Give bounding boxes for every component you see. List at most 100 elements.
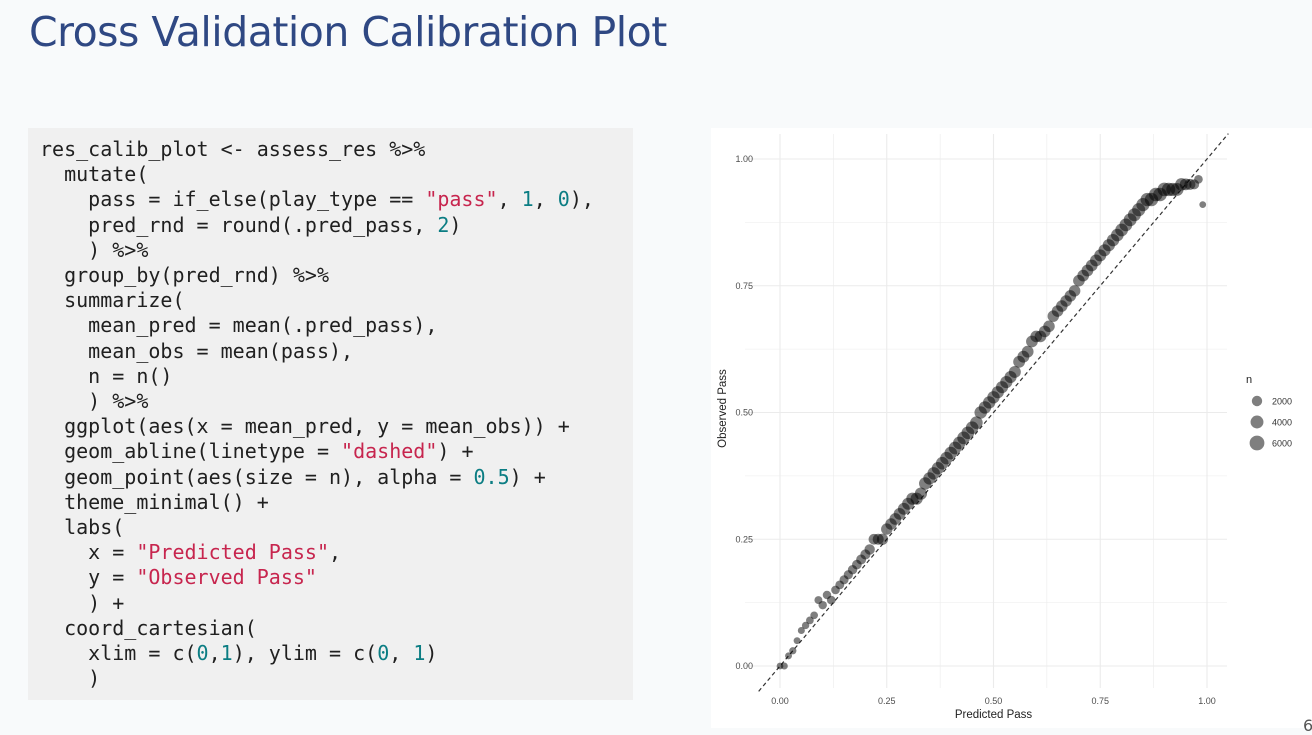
code-token: geom_abline(linetype = [40, 439, 342, 464]
code-token: ggplot(aes(x = mean_pred, y = mean_obs))… [40, 414, 570, 439]
y-tick-label: 0.75 [735, 281, 753, 291]
code-string: "Predicted Pass" [136, 540, 329, 565]
code-token: , [497, 187, 522, 212]
data-point [780, 662, 788, 670]
code-token: y = [40, 565, 137, 590]
legend-title: n [1246, 374, 1252, 386]
code-token: res_calib_plot <- assess_res %>% [40, 137, 426, 161]
code-token: pred_rnd = round(.pred_pass, [40, 212, 438, 237]
code-number: 1 [521, 187, 534, 212]
code-token: pass = if_else(play_type == [40, 187, 426, 212]
code-line: labs( [40, 515, 124, 539]
code-line: mean_pred = mean(.pred_pass), [40, 313, 437, 337]
grid-lines [745, 134, 1227, 688]
reference-line [758, 133, 1229, 692]
legend-key [1249, 435, 1265, 451]
code-token: ), ylim = c( [232, 641, 378, 666]
code-line: x = "Predicted Pass", [40, 540, 341, 564]
code-number: 0.5 [473, 464, 510, 489]
code-line: ) + [40, 591, 124, 615]
code-line: mutate( [40, 162, 148, 186]
code-number: 2 [437, 212, 450, 237]
slide-title: Cross Validation Calibration Plot [29, 8, 667, 56]
calibration-plot: 0.00 0.25 0.50 0.75 1.00 0.00 0.25 0.50 0.75 1.00… [711, 128, 1312, 728]
y-axis-title: Observed Pass [717, 369, 729, 448]
code-token: xlim = c( [40, 641, 197, 666]
page-number: 6 [1303, 716, 1312, 735]
code-string: "pass" [425, 187, 498, 212]
code-token: ) [425, 641, 438, 666]
data-point [1068, 285, 1081, 297]
code-line: ) %>% [40, 238, 148, 262]
x-tick-label: 0.50 [985, 696, 1003, 706]
data-point [806, 616, 814, 625]
legend-key [1251, 395, 1263, 407]
legend-label: 6000 [1272, 439, 1292, 449]
code-line: ) %>% [40, 389, 148, 413]
code-line: geom_point(aes(size = n), alpha = 0.5) + [40, 465, 546, 489]
code-token: ) [40, 666, 101, 691]
code-line: mean_obs = mean(pass), [40, 339, 353, 363]
y-tick-label: 1.00 [735, 154, 753, 164]
x-axis-title: Predicted Pass [955, 709, 1033, 721]
code-line: pass = if_else(play_type == "pass", 1, 0… [40, 187, 594, 211]
code-line: geom_abline(linetype = "dashed") + [40, 439, 473, 463]
code-token: ) %>% [40, 389, 149, 414]
data-point [818, 600, 827, 610]
code-token: theme_minimal() + [40, 489, 269, 514]
data-point [789, 647, 797, 655]
code-token: mean_pred = mean(.pred_pass), [40, 313, 438, 338]
code-token: summarize( [40, 288, 185, 313]
data-point [810, 611, 819, 620]
data-point [785, 652, 792, 660]
code-number: 1 [413, 641, 426, 666]
code-string: "Observed Pass" [136, 565, 317, 590]
data-points [776, 174, 1207, 670]
code-block: res_calib_plot <- assess_res %>% mutate(… [28, 128, 633, 700]
data-point [801, 621, 810, 630]
code-token: ) + [509, 464, 546, 489]
data-point [797, 626, 805, 635]
x-tick-label: 0.25 [878, 696, 896, 706]
data-point [1194, 174, 1203, 184]
data-point [1008, 365, 1021, 378]
code-token: n = n() [40, 363, 173, 388]
code-line: summarize( [40, 288, 185, 313]
code-token: , [533, 187, 558, 212]
y-tick-label: 0.00 [735, 661, 753, 671]
data-point [914, 487, 928, 500]
data-point [826, 595, 836, 605]
code-line: coord_cartesian( [40, 616, 257, 640]
code-line: ggplot(aes(x = mean_pred, y = mean_obs))… [40, 414, 570, 438]
data-point [1199, 201, 1207, 208]
size-legend: n 2000 4000 6000 [1246, 374, 1292, 451]
y-tick-label: 0.50 [735, 408, 753, 418]
code-number: 0 [377, 641, 390, 666]
code-token: x = [40, 540, 137, 565]
x-tick-label: 0.00 [771, 696, 789, 706]
code-text: res_calib_plot <- assess_res %>% mutate(… [40, 137, 633, 691]
code-token: ) + [40, 590, 125, 615]
code-string: "dashed" [341, 439, 438, 464]
code-line: xlim = c(0,1), ylim = c(0, 1) [40, 641, 437, 665]
code-token: ) + [437, 439, 474, 464]
legend-label: 4000 [1272, 418, 1292, 428]
x-tick-label: 1.00 [1198, 696, 1216, 706]
code-line: ) [40, 666, 100, 690]
legend-label: 2000 [1272, 397, 1292, 407]
dashed-abline [758, 133, 1229, 692]
code-token: ), [569, 187, 594, 212]
code-number: 0 [557, 187, 570, 212]
code-token: , [328, 540, 342, 565]
code-token: mean_obs = mean(pass), [40, 338, 354, 363]
plot-canvas: 0.00 0.25 0.50 0.75 1.00 0.00 0.25 0.50 0.75 1.00… [717, 133, 1292, 721]
code-number: 1 [220, 641, 233, 666]
code-token: coord_cartesian( [40, 615, 257, 640]
data-point [970, 416, 983, 429]
code-line: n = n() [40, 364, 172, 388]
code-line: group_by(pred_rnd) %>% [40, 263, 329, 287]
legend-key [1250, 415, 1264, 429]
code-token: , [389, 641, 414, 666]
data-point [793, 637, 801, 645]
code-token: labs( [40, 515, 125, 540]
